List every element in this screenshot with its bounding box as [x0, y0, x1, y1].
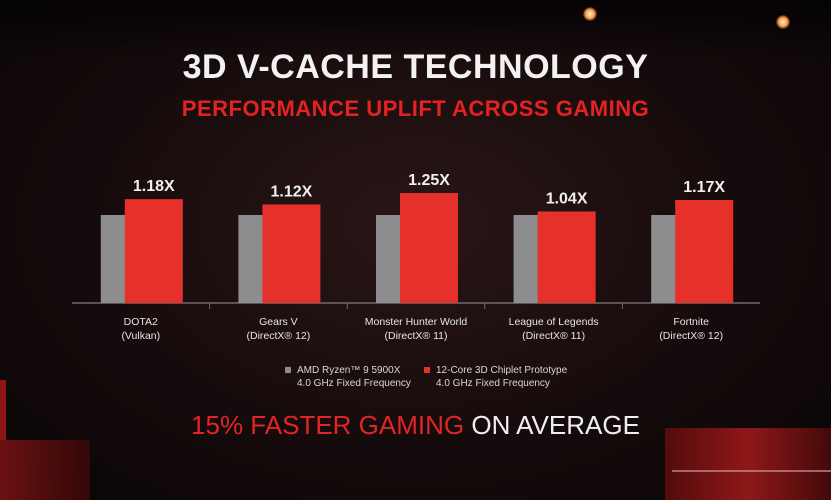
top-shade [0, 0, 831, 60]
tagline-rest: ON AVERAGE [471, 410, 640, 440]
category-label: Monster Hunter World [365, 316, 468, 328]
bar-prototype [675, 200, 734, 303]
bar-prototype [537, 211, 596, 303]
stage-light-right [776, 15, 790, 29]
category-label: Gears V [259, 316, 298, 328]
bar-baseline [513, 215, 540, 303]
legend-prototype-name: 12-Core 3D Chiplet Prototype [436, 365, 568, 376]
legend-baseline: AMD Ryzen™ 9 5900X 4.0 GHz Fixed Frequen… [285, 364, 411, 390]
category-api-label: (DirectX® 12) [659, 330, 723, 342]
chart-title: 3D V-CACHE TECHNOLOGY [182, 48, 649, 86]
category-label: League of Legends [509, 316, 599, 328]
bar-value-label: 1.04X [546, 190, 588, 207]
legend-swatch-baseline [285, 367, 291, 373]
legend-baseline-note: 4.0 GHz Fixed Frequency [297, 378, 411, 389]
bar-value-label: 1.17X [683, 179, 725, 196]
tagline: 15% FASTER GAMING ON AVERAGE [0, 410, 831, 441]
bar-baseline [100, 215, 127, 303]
bar-baseline [651, 215, 678, 303]
category-api-label: (DirectX® 11) [385, 330, 448, 342]
tagline-highlight: 15% FASTER GAMING [191, 410, 465, 440]
bar-value-label: 1.18X [133, 178, 175, 195]
category-api-label: (Vulkan) [121, 330, 160, 342]
stage-deco-left-edge [0, 380, 6, 440]
stage-light-left [583, 7, 597, 21]
legend-prototype: 12-Core 3D Chiplet Prototype 4.0 GHz Fix… [424, 364, 567, 390]
legend-prototype-note: 4.0 GHz Fixed Frequency [436, 378, 550, 389]
stage-deco-right [665, 428, 831, 500]
category-label: Fortnite [673, 316, 709, 328]
bar-value-label: 1.12X [270, 183, 312, 200]
bar-prototype [124, 199, 183, 303]
stage-deco-right-stripe [672, 470, 831, 472]
legend-baseline-name: AMD Ryzen™ 9 5900X [297, 365, 401, 376]
category-api-label: (DirectX® 12) [247, 330, 311, 342]
bar-value-label: 1.25X [408, 172, 450, 189]
category-api-label: (DirectX® 11) [522, 330, 585, 342]
bar-baseline [376, 215, 402, 303]
category-label: DOTA2 [124, 316, 158, 328]
bar-baseline [238, 215, 265, 303]
stage-deco-left [0, 440, 90, 500]
chart-subtitle: PERFORMANCE UPLIFT ACROSS GAMING [181, 96, 650, 121]
bar-prototype [262, 204, 321, 303]
legend-swatch-prototype [424, 367, 430, 373]
bar-prototype [400, 193, 458, 303]
